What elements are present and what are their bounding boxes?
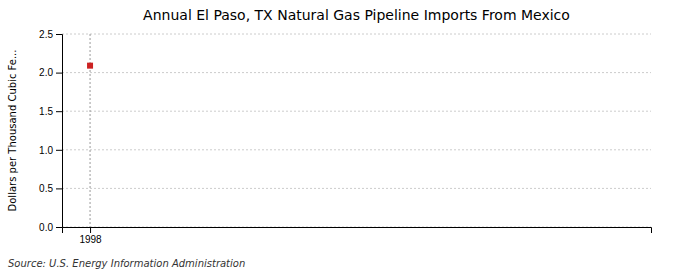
grid-line xyxy=(62,72,651,73)
y-tick: 1.5 xyxy=(39,106,62,117)
x-tick: 1998 xyxy=(79,227,102,245)
grid-line xyxy=(62,149,651,150)
x-axis-line xyxy=(63,228,652,234)
y-tick-label: 0.5 xyxy=(39,183,53,194)
x-axis: 1998 xyxy=(63,227,652,245)
y-tick-mark xyxy=(56,111,62,112)
y-tick-mark xyxy=(56,34,62,35)
y-axis-title: Dollars per Thousand Cubic Fe... xyxy=(7,50,18,212)
y-tick: 2.5 xyxy=(39,29,62,40)
y-tick-label: 2.5 xyxy=(39,29,53,40)
y-tick-label: 2.0 xyxy=(39,67,53,78)
y-tick-label: 0.0 xyxy=(39,222,53,233)
grid-line xyxy=(62,34,651,35)
grid-line xyxy=(62,188,651,189)
chart: 1998 0.0 0.5 1.0 1.5 2.0 2.5 Annual El Paso, TX… xyxy=(0,0,675,275)
y-tick: 0.0 xyxy=(39,222,62,233)
title: Annual El Paso, TX Natural Gas Pipeline … xyxy=(143,7,570,23)
source: Source: U.S. Energy Information Administ… xyxy=(8,258,245,269)
y-tick-mark xyxy=(56,227,62,228)
y-tick-mark xyxy=(56,188,62,189)
y-axis: 0.0 0.5 1.0 1.5 2.0 2.5 xyxy=(39,29,62,233)
y-tick-label: 1.5 xyxy=(39,106,53,117)
y-tick: 1.0 xyxy=(39,145,62,156)
y-axis-line xyxy=(56,35,63,228)
plot: 1998 0.0 0.5 1.0 1.5 2.0 2.5 xyxy=(39,29,651,245)
point xyxy=(87,63,93,69)
x-tick-label: 1998 xyxy=(79,234,102,245)
y-tick-label: 1.0 xyxy=(39,145,53,156)
y-grid xyxy=(62,34,651,227)
y-tick: 2.0 xyxy=(39,67,62,78)
grid-line xyxy=(62,111,651,112)
x-tick-mark xyxy=(90,227,91,233)
y-tick-mark xyxy=(56,73,62,74)
y-tick: 0.5 xyxy=(39,183,62,194)
marks xyxy=(87,34,93,227)
y-tick-mark xyxy=(56,150,62,151)
